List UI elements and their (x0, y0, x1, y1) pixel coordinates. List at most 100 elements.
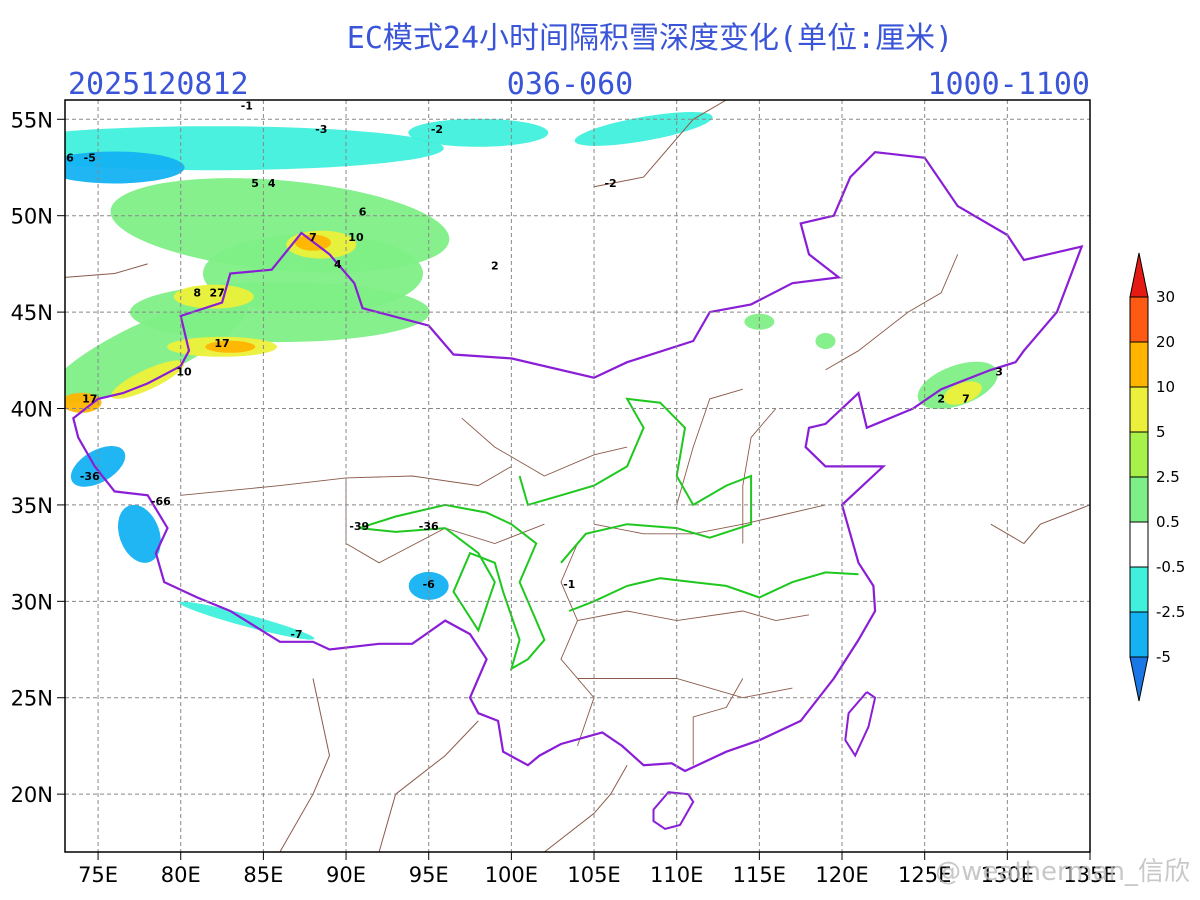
lon-tick-label: 85E (243, 863, 283, 887)
lon-tick-label: 110E (650, 863, 703, 887)
value-annotation: 17 (82, 393, 97, 406)
country-border (65, 263, 148, 278)
lat-tick-label: 55N (11, 108, 53, 132)
title: EC模式24小时间隔积雪深度变化(单位:厘米) (347, 21, 953, 56)
snow-patch (815, 333, 836, 350)
value-annotation: -66 (151, 495, 171, 508)
colorbar-segment (1129, 476, 1149, 523)
colorbar-segment (1129, 656, 1149, 702)
lat-tick-label: 45N (11, 301, 53, 325)
plateau-outline (358, 503, 546, 671)
value-annotation: 10 (176, 366, 192, 379)
lat-tick-label: 25N (11, 687, 53, 711)
value-annotation: -36 (80, 470, 100, 483)
value-annotation: 3 (995, 366, 1003, 379)
value-annotation: 7 (309, 231, 317, 244)
value-annotation: 17 (214, 337, 229, 350)
value-annotation: -39 (349, 520, 369, 533)
value-annotation: 6 (66, 152, 74, 165)
colorbar-segment (1129, 611, 1149, 658)
lon-tick-label: 90E (326, 863, 366, 887)
plateau-outline (568, 571, 859, 612)
snow-patch (111, 360, 185, 399)
value-annotation: -6 (423, 578, 436, 591)
value-annotation: 6 (359, 206, 367, 219)
value-annotation: 5 (251, 177, 259, 190)
colorbar-label: -5 (1156, 648, 1171, 666)
snow-patch (65, 392, 102, 413)
value-annotation: 7 (962, 393, 970, 406)
lon-tick-label: 95E (409, 863, 449, 887)
lon-tick-label: 75E (78, 863, 118, 887)
colorbar-segment (1129, 341, 1149, 388)
value-annotation: -36 (419, 520, 439, 533)
province-border (560, 543, 595, 747)
country-border (593, 100, 727, 188)
value-annotation: 27 (209, 287, 224, 300)
lat-tick-label: 30N (11, 590, 53, 614)
snow-patch (65, 297, 249, 404)
map-frame (64, 99, 1091, 853)
province-border (593, 504, 826, 535)
colorbar-segment (1129, 521, 1149, 568)
value-annotation: 2 (491, 260, 499, 273)
province-border (692, 678, 744, 766)
province-border (742, 408, 777, 544)
colorbar-label: 0.5 (1156, 513, 1180, 531)
country-border (279, 678, 331, 852)
colorbar-segment (1129, 386, 1149, 433)
country-border (378, 720, 479, 852)
province-border (345, 477, 545, 564)
value-annotation: 2 (937, 393, 945, 406)
forecast-hours: 036-060 (507, 67, 633, 102)
taiwan (844, 691, 877, 758)
coast (990, 504, 1090, 545)
lat-tick-label: 40N (11, 398, 53, 422)
axes: 75E 80E 85E 90E 95E 100E 105E 110E 115E 120E 125E 1… (11, 108, 1117, 887)
province-border (577, 678, 793, 699)
colorbar-label: 30 (1156, 288, 1175, 306)
country-border (544, 764, 628, 852)
colorbar-label: -0.5 (1156, 558, 1185, 576)
colorbar-segment (1129, 296, 1149, 343)
lat-tick-label: 50N (11, 205, 53, 229)
plateau-outline (518, 397, 753, 564)
value-annotation: -1 (563, 578, 575, 591)
watermark: @weatherman_信欣 (935, 857, 1190, 887)
snow-patch (574, 111, 713, 146)
lon-tick-label: 130E (981, 863, 1034, 887)
value-annotation: -5 (84, 152, 96, 165)
value-annotation: 10 (348, 231, 364, 244)
init-time: 2025120812 (68, 67, 249, 102)
level: 1000-1100 (927, 67, 1090, 102)
hainan (652, 791, 695, 830)
snow-patch (117, 504, 161, 563)
lon-tick-label: 125E (898, 863, 951, 887)
value-annotation: -2 (431, 123, 443, 136)
colorbar-segment (1129, 252, 1149, 298)
snow-patch (943, 381, 982, 405)
colorbar-label: 20 (1156, 333, 1175, 351)
colorbar-segment (1129, 431, 1149, 478)
lon-tick-label: 105E (567, 863, 620, 887)
colorbar-segment (1129, 566, 1149, 613)
lon-tick-label: 115E (733, 863, 786, 887)
lon-tick-label: 100E (485, 863, 538, 887)
snow-patch (205, 340, 256, 353)
lon-tick-label: 120E (815, 863, 868, 887)
colorbar-label: -2.5 (1156, 603, 1185, 621)
province-border (461, 417, 628, 477)
colorbar-label: 2.5 (1156, 468, 1180, 486)
lat-tick-label: 35N (11, 494, 53, 518)
lon-tick-label: 135E (1063, 863, 1116, 887)
value-annotation: 4 (268, 177, 276, 190)
lat-tick-label: 20N (11, 783, 53, 807)
snow-patch (408, 118, 549, 147)
value-annotation: -1 (241, 100, 253, 113)
value-annotation: 4 (334, 258, 342, 271)
value-annotation: -7 (290, 628, 302, 641)
snow-patch (744, 313, 775, 330)
colorbar-label: 5 (1156, 423, 1166, 441)
china-border (72, 150, 1084, 773)
